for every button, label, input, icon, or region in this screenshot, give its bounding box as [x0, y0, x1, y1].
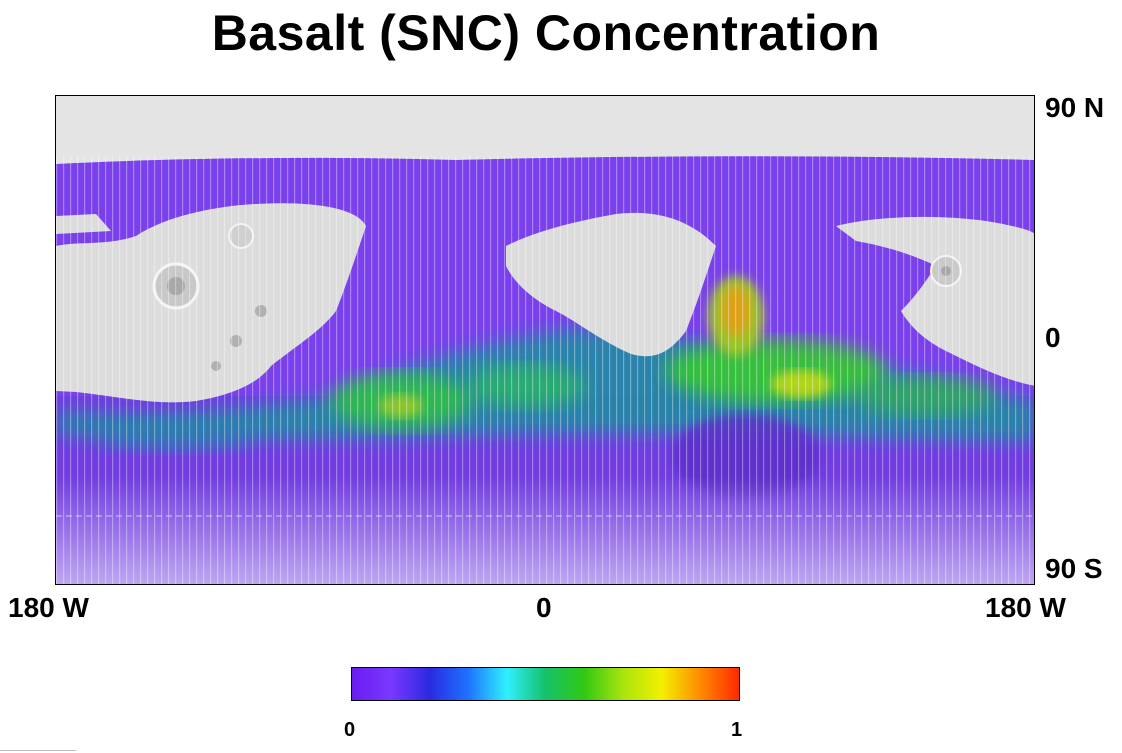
latitude-label-equator: 0	[1045, 322, 1061, 353]
longitude-label-right: 180 W	[985, 592, 1066, 623]
mars-concentration-map	[55, 95, 1035, 585]
longitude-label-center: 0	[536, 592, 552, 623]
corner-divider	[0, 750, 76, 751]
latitude-label-south: 90 S	[1045, 553, 1103, 584]
colorbar	[351, 667, 740, 701]
latitude-label-north: 90 N	[1045, 92, 1105, 123]
map-title: Basalt (SNC) Concentration	[211, 5, 881, 61]
colorbar-max-label: 1	[731, 719, 743, 741]
longitude-label-left: 180 W	[8, 592, 89, 623]
colorbar-min-label: 0	[344, 719, 356, 741]
